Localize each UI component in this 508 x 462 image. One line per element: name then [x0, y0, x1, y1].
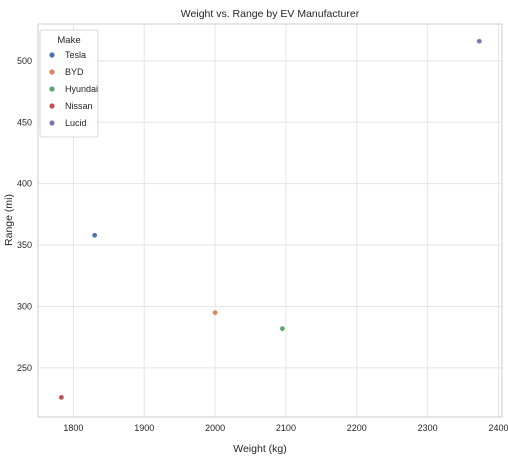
y-tick-label: 450 — [17, 117, 32, 127]
x-axis-label: Weight (kg) — [233, 443, 287, 455]
x-tick-label: 1900 — [134, 423, 154, 433]
x-tick-label: 1800 — [63, 423, 83, 433]
x-tick-label: 2200 — [347, 423, 367, 433]
y-tick-label: 300 — [17, 301, 32, 311]
legend-label-byd: BYD — [65, 67, 84, 77]
x-tick-label: 2300 — [418, 423, 438, 433]
chart-title: Weight vs. Range by EV Manufacturer — [181, 8, 360, 20]
data-point-nissan — [59, 395, 64, 400]
y-tick-label: 500 — [17, 56, 32, 66]
x-tick-label: 2400 — [488, 423, 508, 433]
legend-label-nissan: Nissan — [65, 101, 93, 111]
plot-area — [38, 24, 502, 417]
data-point-hyundai — [280, 326, 285, 331]
legend-label-lucid: Lucid — [65, 118, 87, 128]
legend-marker-byd — [49, 69, 54, 74]
legend-title: Make — [57, 35, 80, 46]
y-tick-label: 400 — [17, 179, 32, 189]
x-tick-label: 2100 — [276, 423, 296, 433]
data-point-lucid — [477, 39, 482, 44]
y-tick-label: 250 — [17, 363, 32, 373]
data-point-byd — [212, 310, 217, 315]
legend-marker-tesla — [49, 52, 54, 57]
y-axis-label: Range (mi) — [3, 194, 15, 246]
legend-marker-hyundai — [49, 86, 54, 91]
x-tick-label: 2000 — [205, 423, 225, 433]
y-tick-label: 350 — [17, 240, 32, 250]
legend: Make Tesla BYD Hyundai Nissan Lucid — [40, 30, 98, 137]
legend-marker-lucid — [49, 120, 54, 125]
data-point-tesla — [92, 233, 97, 238]
legend-label-hyundai: Hyundai — [65, 84, 98, 94]
legend-label-tesla: Tesla — [65, 50, 86, 60]
legend-marker-nissan — [49, 103, 54, 108]
